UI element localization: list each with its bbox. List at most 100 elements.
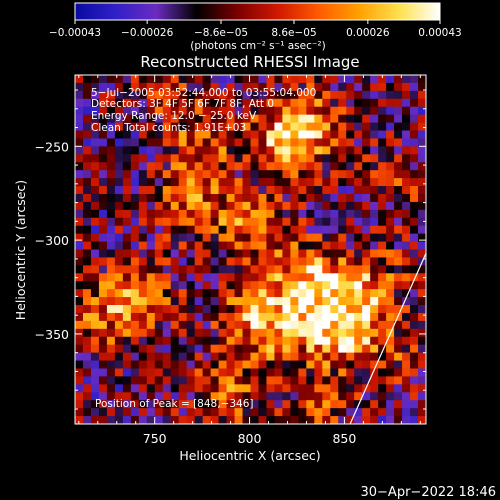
heatmap-cell xyxy=(202,368,212,378)
heatmap-cell xyxy=(242,320,252,330)
heatmap-cell xyxy=(330,241,339,251)
colorbar-tick-label: 0.00026 xyxy=(346,27,390,39)
heatmap-cell xyxy=(138,106,148,116)
heatmap-cell xyxy=(370,273,379,282)
heatmap-cell xyxy=(346,368,355,378)
heatmap-cell xyxy=(98,368,108,378)
heatmap-cell xyxy=(362,146,371,155)
heatmap-cell xyxy=(418,193,426,203)
render-timestamp: 30−Apr−2022 18:46 xyxy=(361,485,497,500)
heatmap-cell xyxy=(122,114,132,124)
heatmap-cell xyxy=(314,305,323,314)
heatmap-cell xyxy=(266,90,276,100)
heatmap-cell xyxy=(330,281,339,290)
heatmap-cell xyxy=(218,249,228,259)
heatmap-cell xyxy=(258,98,268,108)
heatmap-cell xyxy=(106,273,116,282)
heatmap-cell xyxy=(186,114,196,124)
heatmap-cell xyxy=(274,297,284,306)
heatmap-cell xyxy=(154,170,164,179)
heatmap-cell xyxy=(82,312,92,322)
heatmap-cell xyxy=(306,320,315,330)
heatmap-cell xyxy=(330,249,339,259)
heatmap-cell xyxy=(370,75,379,84)
heatmap-cell xyxy=(266,265,276,274)
heatmap-cell xyxy=(282,90,291,100)
heatmap-cell xyxy=(114,186,124,195)
heatmap-cell xyxy=(122,320,132,330)
heatmap-cell xyxy=(138,368,148,378)
heatmap-cell xyxy=(226,400,236,409)
heatmap-cell xyxy=(226,193,236,203)
heatmap-cell xyxy=(354,225,363,235)
heatmap-cell xyxy=(298,162,307,171)
heatmap-cell xyxy=(394,201,403,211)
heatmap-cell xyxy=(370,305,379,314)
heatmap-cell xyxy=(194,297,204,306)
heatmap-cell xyxy=(202,217,212,227)
annotation-time-range: 5−Jul−2005 03:52:44.000 to 03:55:04.000 xyxy=(91,87,316,99)
heatmap-cell xyxy=(242,217,252,227)
heatmap-cell xyxy=(258,328,268,338)
heatmap-cell xyxy=(258,336,268,346)
heatmap-cell xyxy=(410,178,419,187)
heatmap-cell xyxy=(306,170,315,179)
heatmap-cell xyxy=(418,162,426,171)
heatmap-cell xyxy=(394,265,403,274)
heatmap-cell xyxy=(106,384,116,393)
heatmap-cell xyxy=(266,305,276,314)
heatmap-cell xyxy=(130,400,140,409)
x-axis-ticks: 750 800 850 xyxy=(78,75,421,446)
heatmap-cell xyxy=(162,376,172,385)
heatmap-cell xyxy=(394,114,403,124)
heatmap-cell xyxy=(75,154,84,163)
heatmap-cell xyxy=(234,249,244,259)
heatmap-cell xyxy=(298,273,307,282)
heatmap-cell xyxy=(386,201,395,211)
heatmap-cell xyxy=(346,273,355,282)
heatmap-cell xyxy=(354,209,363,219)
heatmap-cell xyxy=(330,233,339,243)
heatmap-cell xyxy=(146,336,156,346)
colorbar: −0.00043 −0.00026 −8.6e−05 8.6e−05 0.00026 0.… xyxy=(49,2,462,52)
heatmap-cell xyxy=(138,273,148,282)
heatmap-cell xyxy=(314,416,323,424)
heatmap-cell xyxy=(178,352,188,362)
heatmap-cell xyxy=(290,201,299,211)
heatmap-cell xyxy=(82,154,92,163)
heatmap-cell xyxy=(290,138,299,147)
heatmap-cell xyxy=(290,154,299,163)
heatmap-cell xyxy=(378,217,387,227)
heatmap-cell xyxy=(75,201,84,211)
heatmap-cell xyxy=(282,249,291,259)
heatmap-cell xyxy=(186,416,196,424)
heatmap-cell xyxy=(322,249,331,259)
heatmap-cell xyxy=(154,138,164,147)
heatmap-cell xyxy=(250,312,260,322)
heatmap-cell xyxy=(154,305,164,314)
heatmap-cell xyxy=(106,138,116,147)
heatmap-cell xyxy=(402,312,411,322)
heatmap-cell xyxy=(75,376,84,385)
heatmap-cell xyxy=(370,392,379,401)
heatmap-cell xyxy=(378,400,387,409)
heatmap-cell xyxy=(386,289,395,298)
heatmap-cell xyxy=(186,146,196,155)
heatmap-cell xyxy=(226,289,236,298)
colorbar-frame xyxy=(74,2,441,21)
heatmap-cell xyxy=(194,265,204,274)
heatmap-cell xyxy=(170,400,180,409)
heatmap-cell xyxy=(162,90,172,100)
heatmap-cell xyxy=(90,368,100,378)
heatmap-cell xyxy=(106,281,116,290)
heatmap-cell xyxy=(234,392,244,401)
heatmap-cell xyxy=(98,178,108,187)
heatmap-cell xyxy=(218,241,228,251)
heatmap-cell xyxy=(394,400,403,409)
heatmap-cell xyxy=(114,98,124,108)
heatmap-cell xyxy=(314,209,323,219)
heatmap-cell xyxy=(122,368,132,378)
heatmap-cell xyxy=(290,289,299,298)
heatmap-cell xyxy=(330,328,339,338)
heatmap-cell xyxy=(410,289,419,298)
